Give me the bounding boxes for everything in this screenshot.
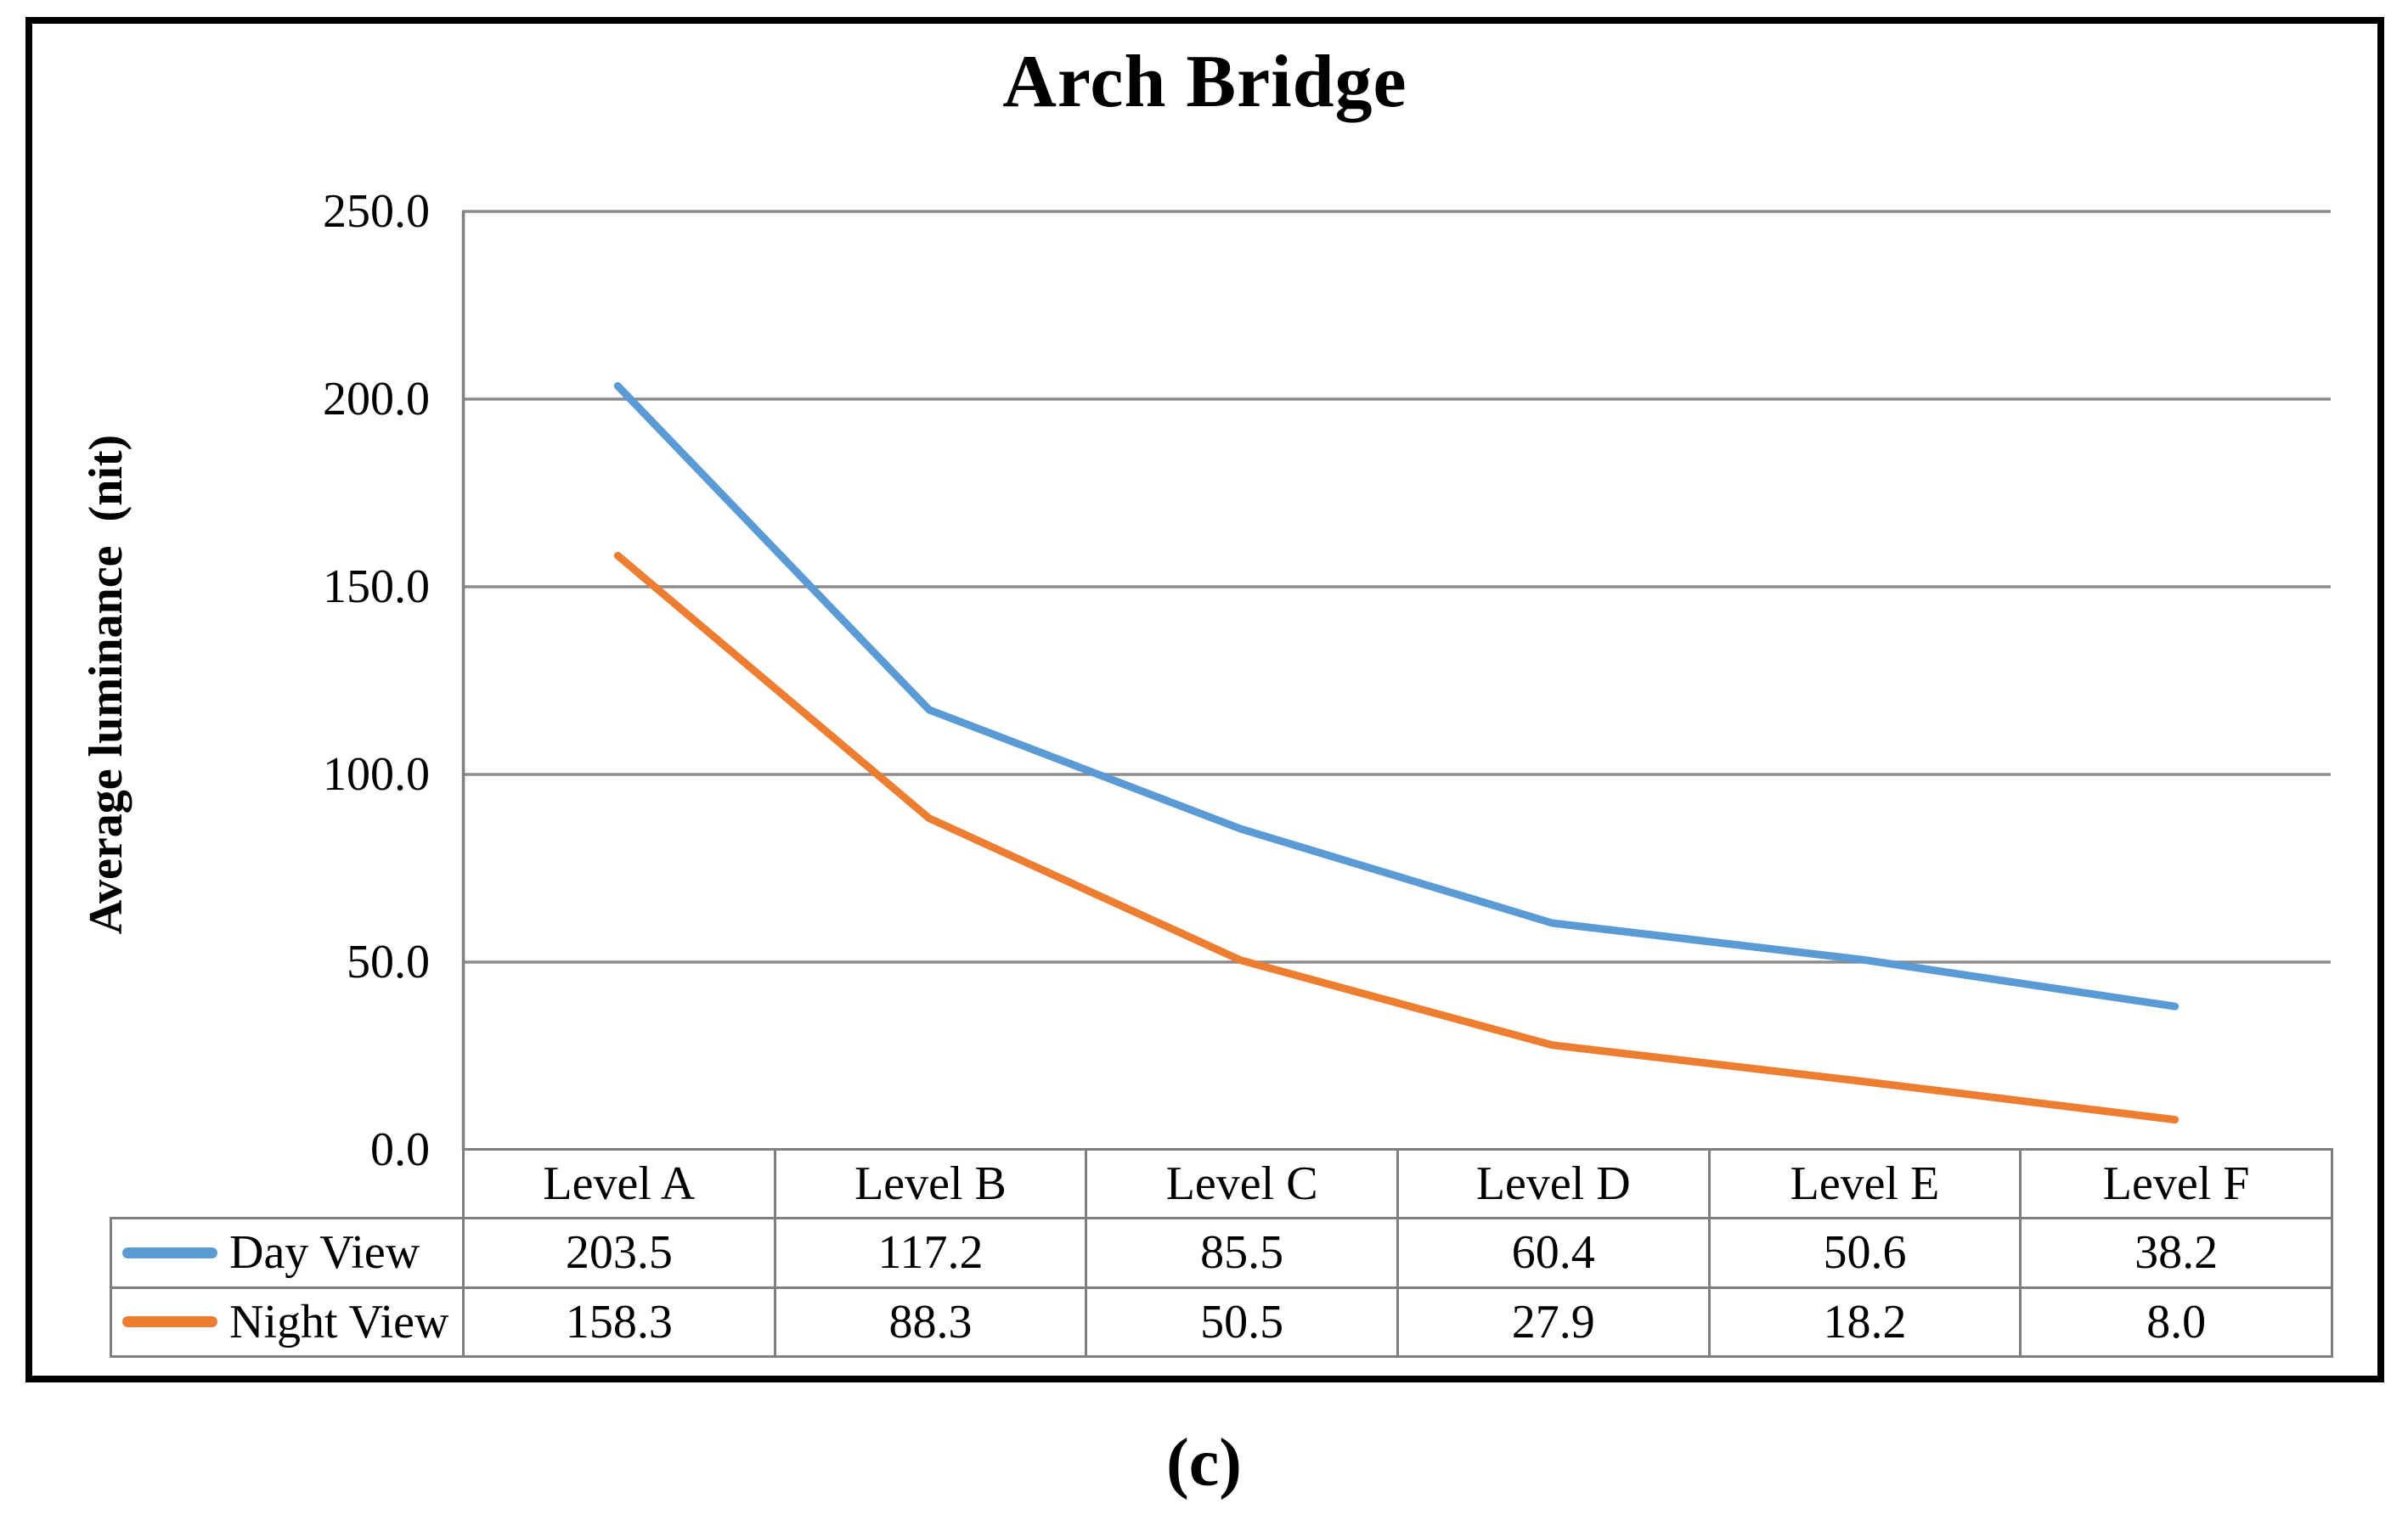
y-tick-label: 0.0 (370, 1123, 430, 1176)
category-header: Level C (1085, 1147, 1399, 1220)
y-tick-label: 150.0 (323, 560, 430, 613)
table-row: Day View 203.5 117.2 85.5 60.4 50.6 38.2 (110, 1217, 2333, 1289)
series-name: Day View (229, 1226, 420, 1280)
y-tick-label: 200.0 (323, 373, 430, 425)
chart-title: Arch Bridge (1002, 41, 1407, 123)
table-corner-cell (111, 1150, 464, 1219)
chart-frame: Arch Bridge Average luminance (nit) 250.… (25, 17, 2384, 1382)
value-cell: 117.2 (773, 1217, 1088, 1289)
value-cell: 203.5 (462, 1217, 776, 1289)
value-cell: 88.3 (773, 1286, 1088, 1359)
category-header: Level A (462, 1147, 776, 1220)
table-header-row: Level A Level B Level C Level D Level E Level… (111, 1147, 2333, 1220)
y-axis-tick-labels: 250.0 200.0 150.0 100.0 50.0 0.0 (32, 24, 430, 1213)
category-header: Level D (1396, 1147, 1711, 1220)
value-cell: 38.2 (2019, 1217, 2333, 1289)
y-tick-label: 100.0 (323, 748, 430, 801)
category-header: Level E (1707, 1147, 2022, 1220)
table-row: Night View 158.3 88.3 50.5 27.9 18.2 8.0 (110, 1286, 2333, 1359)
series-line-day-view (613, 382, 2180, 1011)
value-cell: 158.3 (462, 1286, 776, 1359)
legend-cell: Night View (110, 1286, 465, 1359)
legend-cell: Day View (110, 1217, 465, 1289)
series-line-night-view (613, 551, 2180, 1124)
value-cell: 8.0 (2019, 1286, 2333, 1359)
value-cell: 18.2 (1707, 1286, 2022, 1359)
value-cell: 50.5 (1085, 1286, 1399, 1359)
plot-area (461, 210, 2331, 1150)
y-tick-label: 250.0 (323, 185, 430, 238)
value-cell: 60.4 (1396, 1217, 1711, 1289)
category-header: Level B (773, 1147, 1088, 1220)
series-name: Night View (229, 1295, 449, 1348)
legend-line-swatch (122, 1247, 217, 1258)
data-table: Level A Level B Level C Level D Level E Level… (110, 1147, 2333, 1359)
value-cell: 85.5 (1085, 1217, 1399, 1289)
value-cell: 50.6 (1707, 1217, 2022, 1289)
value-cell: 27.9 (1396, 1286, 1711, 1359)
legend-line-swatch (122, 1316, 217, 1328)
category-header: Level F (2019, 1147, 2333, 1220)
y-tick-label: 50.0 (347, 936, 430, 988)
figure-caption: (c) (1166, 1426, 1242, 1500)
